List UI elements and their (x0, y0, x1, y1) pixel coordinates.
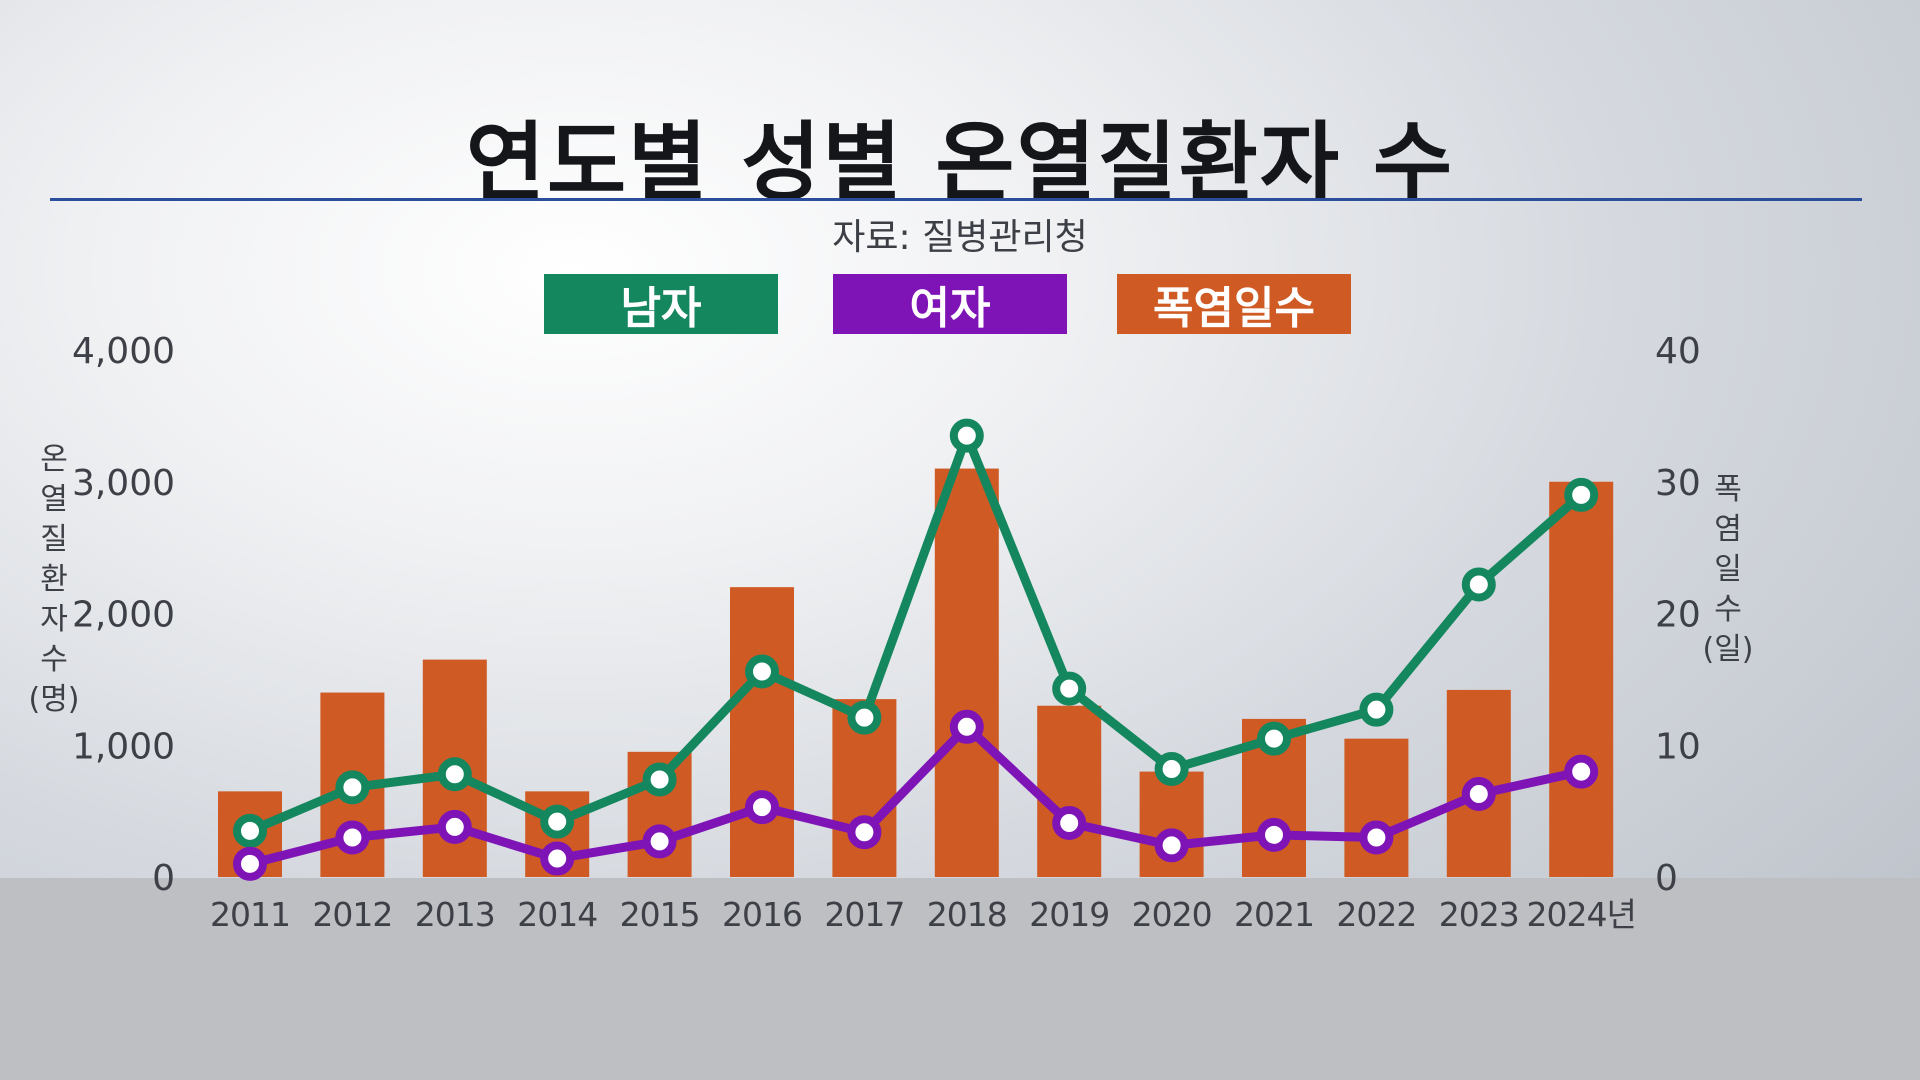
x-axis-tick-label: 2012 (312, 895, 392, 934)
male-series-point (1359, 692, 1394, 727)
right-axis-tick-label: 10 (1655, 726, 1701, 767)
female-series-point (745, 790, 779, 825)
male-series-point (745, 654, 779, 689)
x-axis-tick-label: 2014 (517, 895, 597, 934)
left-axis-title-char: (명) (28, 682, 80, 717)
male-series-point (437, 757, 472, 792)
male-series-point (642, 762, 677, 797)
source-note: 자료: 질병관리청 (832, 217, 1088, 258)
left-axis-title-char: 온 (40, 442, 68, 477)
right-axis-tick-label: 40 (1655, 331, 1701, 372)
female-series-point (1052, 805, 1087, 840)
right-axis-title: 폭 염 일 수 (일) (1698, 470, 1758, 670)
female-series-point (1461, 776, 1496, 811)
x-axis-tick-label: 2016 (722, 895, 802, 934)
male-series-point (1461, 567, 1496, 602)
female-series-point (847, 815, 882, 850)
female-series-point (1257, 817, 1291, 852)
left-axis-tick-label: 4,000 (72, 331, 175, 372)
legend-heatwave-label: 폭염일수 (1153, 283, 1315, 334)
female-series-point (335, 820, 370, 855)
x-axis-tick-label: 2013 (415, 895, 495, 934)
heatwave-bar (730, 587, 794, 877)
x-axis-tick-label: 2018 (927, 895, 1007, 934)
right-axis-title-char: (일) (1702, 632, 1754, 667)
x-axis-tick-label: 2021 (1234, 895, 1314, 934)
male-series-point (540, 804, 575, 839)
left-axis-title: 온 열 질 환 자 수 (명) (24, 440, 84, 720)
female-series-point (233, 846, 267, 881)
title-divider (50, 198, 1862, 201)
male-series-point (233, 813, 267, 848)
floor-band (0, 878, 1920, 1080)
right-axis-tick-label: 30 (1655, 463, 1701, 504)
left-axis-title-char: 질 (40, 522, 68, 557)
heatwave-bar (1549, 481, 1614, 877)
female-series-point (1154, 828, 1189, 863)
heatwave-bar (1344, 738, 1409, 877)
left-axis-title-char: 환 (40, 562, 68, 597)
left-axis-title-char: 열 (40, 482, 68, 517)
legend-female: 여자 (833, 274, 1067, 334)
right-axis-title-char: 염 (1714, 512, 1742, 547)
male-series-point (1564, 477, 1599, 512)
chart-title: 연도별 성별 온열질환자 수 (465, 113, 1455, 213)
male-series-line (245, 431, 1586, 836)
left-axis-title-char: 수 (40, 642, 68, 677)
legend-male-label: 남자 (620, 283, 702, 334)
legend-heatwave-days: 폭염일수 (1117, 274, 1351, 334)
male-series-point (949, 418, 984, 453)
female-series-line (245, 722, 1586, 869)
x-axis-tick-label: 2024년 (1527, 895, 1636, 934)
female-series-point (1359, 820, 1394, 855)
left-axis-tick-label: 1,000 (72, 726, 175, 767)
male-series-point (847, 700, 882, 735)
x-axis-tick-label: 2017 (824, 895, 904, 934)
x-axis-tick-label: 2015 (620, 895, 700, 934)
right-axis-title-char: 일 (1714, 552, 1742, 587)
legend-female-label: 여자 (909, 283, 991, 334)
right-axis-title-char: 수 (1714, 592, 1742, 627)
female-series-point (540, 841, 575, 876)
female-series-point (642, 824, 677, 859)
x-axis-tick-label: 2023 (1439, 895, 1519, 934)
left-axis-title-char: 자 (40, 602, 68, 637)
male-series-point (1052, 671, 1087, 706)
female-series-point (437, 809, 472, 844)
left-axis-tick-label: 2,000 (72, 595, 175, 636)
right-axis-title-char: 폭 (1714, 472, 1742, 507)
x-axis-tick-label: 2020 (1132, 895, 1212, 934)
female-series-point (949, 709, 984, 744)
male-series-point (335, 770, 370, 805)
x-axis-tick-label: 2011 (210, 895, 290, 934)
x-axis-tick-label: 2022 (1336, 895, 1416, 934)
left-axis-tick-label: 3,000 (72, 463, 175, 504)
heatwave-bar (1037, 705, 1102, 877)
right-axis-tick-label: 20 (1655, 595, 1701, 636)
x-axis-tick-label: 2019 (1029, 895, 1109, 934)
male-series-point (1257, 721, 1291, 756)
male-series-point (1154, 751, 1189, 786)
left-axis-tick-label: 0 (152, 858, 175, 899)
heatwave-bar (934, 468, 999, 877)
right-axis-tick-label: 0 (1655, 858, 1678, 899)
female-series-point (1564, 754, 1599, 789)
legend-male: 남자 (544, 274, 778, 334)
